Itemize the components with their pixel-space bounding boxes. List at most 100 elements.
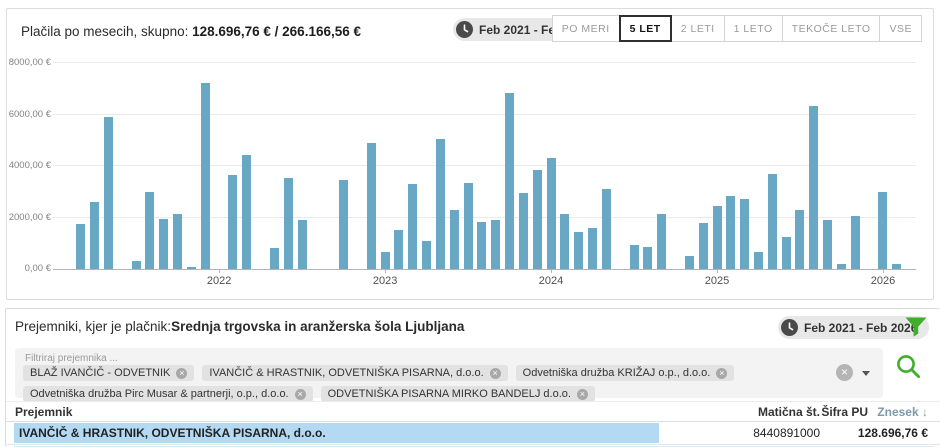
bar-chart-plot: 2022 2023 2024 2025 2026	[53, 62, 916, 287]
bar-2023-11[interactable]	[518, 193, 528, 269]
table-header: Prejemnik Matična št. Šifra PU Znesek ↓	[6, 401, 940, 422]
recipient-filter-input[interactable]: Filtriraj prejemnika ... BLAŽ IVANČIČ - …	[15, 348, 883, 402]
gridline	[53, 216, 916, 218]
bar-2021-07[interactable]	[131, 260, 141, 269]
bar-2023-03[interactable]	[408, 183, 418, 269]
date-range-label: Feb 2021 - Feb 2026	[804, 320, 918, 335]
filter-tag: Odvetniška družba Pirc Musar & partnerji…	[23, 386, 313, 402]
bar-2023-12[interactable]	[532, 169, 542, 269]
column-header-prejemnik[interactable]: Prejemnik	[15, 405, 73, 419]
bar-2025-10[interactable]	[836, 264, 846, 269]
x-axis-tick	[219, 269, 221, 273]
period-button-po-meri[interactable]: PO MERI	[551, 15, 620, 42]
bar-2025-05[interactable]	[767, 173, 777, 269]
bar-2021-10[interactable]	[173, 214, 183, 269]
period-button-group: PO MERI 5 LET 2 LETI 1 LETO TEKOČE LETO VSE	[551, 15, 922, 42]
gridline	[53, 113, 916, 115]
bar-2026-02[interactable]	[892, 264, 902, 269]
bar-2026-01[interactable]	[878, 191, 888, 269]
bar-2025-09[interactable]	[823, 220, 833, 269]
column-header-maticna-st[interactable]: Matična št.	[757, 405, 820, 419]
period-button-tekoče-leto[interactable]: TEKOČE LETO	[781, 15, 881, 42]
bar-2021-03[interactable]	[76, 223, 86, 269]
column-header-sifra-pu[interactable]: Šifra PU	[821, 405, 868, 419]
chart-title: Plačila po mesecih, skupno: 128.696,76 €…	[21, 24, 361, 39]
bar-2022-02[interactable]	[228, 174, 238, 269]
bar-2023-09[interactable]	[491, 220, 501, 269]
filter-tag-label: Odvetniška družba KRIŽAJ o.p., d.o.o.	[522, 367, 711, 379]
y-axis-label: 4000,00 €	[8, 160, 51, 171]
bar-2024-11[interactable]	[684, 256, 694, 269]
bar-2024-02[interactable]	[560, 214, 570, 269]
bar-2024-08[interactable]	[643, 247, 653, 269]
remove-tag-icon[interactable]: ×	[489, 367, 501, 379]
bar-2025-08[interactable]	[809, 105, 819, 269]
bar-2021-08[interactable]	[145, 191, 155, 269]
bar-2022-03[interactable]	[242, 154, 252, 269]
period-button-5-let[interactable]: 5 LET	[618, 15, 672, 42]
period-button-2-leti[interactable]: 2 LETI	[670, 15, 725, 42]
bar-2024-12[interactable]	[698, 223, 708, 269]
bar-2025-02[interactable]	[726, 196, 736, 269]
clock-icon	[456, 21, 473, 38]
filter-funnel-icon[interactable]	[905, 317, 927, 342]
y-axis-label: 2000,00 €	[8, 211, 51, 223]
column-header-znesek-sorted[interactable]: Znesek ↓	[877, 405, 928, 419]
remove-tag-icon[interactable]: ×	[576, 388, 588, 400]
bar-2023-07[interactable]	[463, 183, 473, 269]
bar-2023-08[interactable]	[477, 222, 487, 269]
filter-tag-label: IVANČIČ & HRASTNIK, ODVETNIŠKA PISARNA, …	[209, 367, 484, 379]
bar-2024-09[interactable]	[657, 214, 667, 269]
period-button-vse[interactable]: VSE	[879, 15, 922, 42]
bar-2021-12[interactable]	[200, 83, 210, 269]
bar-2025-01[interactable]	[712, 206, 722, 269]
bar-2022-06[interactable]	[283, 177, 293, 269]
bar-2024-01[interactable]	[546, 157, 556, 269]
cell-prejemnik: IVANČIČ & HRASTNIK, ODVETNIŠKA PISARNA, …	[19, 426, 326, 440]
table-row[interactable]: IVANČIČ & HRASTNIK, ODVETNIŠKA PISARNA, …	[6, 423, 940, 443]
bar-2022-07[interactable]	[297, 219, 307, 269]
bar-2023-06[interactable]	[449, 210, 459, 269]
clock-icon	[781, 319, 798, 336]
remove-tag-icon[interactable]: ×	[176, 367, 188, 379]
sort-desc-icon: ↓	[922, 405, 928, 419]
cell-maticna-st: 8440891000	[753, 426, 820, 440]
bar-2025-07[interactable]	[795, 209, 805, 269]
bar-2025-03[interactable]	[740, 198, 750, 269]
remove-tag-icon[interactable]: ×	[294, 388, 306, 400]
bar-2024-07[interactable]	[629, 245, 639, 269]
date-range-pill-recipients[interactable]: Feb 2021 - Feb 2026	[778, 316, 930, 339]
bar-2023-04[interactable]	[422, 240, 432, 269]
bar-2023-02[interactable]	[394, 229, 404, 269]
bar-2021-04[interactable]	[90, 202, 100, 269]
bar-2021-05[interactable]	[103, 117, 113, 269]
bar-2023-01[interactable]	[380, 252, 390, 269]
bar-2023-10[interactable]	[505, 92, 515, 269]
bar-2024-03[interactable]	[574, 231, 584, 269]
y-axis-label: 8000,00 €	[8, 57, 51, 68]
filter-tag-label: Odvetniška družba Pirc Musar & partnerji…	[30, 388, 289, 400]
bar-2024-04[interactable]	[588, 227, 598, 269]
filter-tag: IVANČIČ & HRASTNIK, ODVETNIŠKA PISARNA, …	[202, 365, 508, 381]
bar-2022-05[interactable]	[269, 248, 279, 269]
x-axis-label: 2023	[372, 275, 398, 287]
bar-2025-11[interactable]	[850, 215, 860, 269]
bar-2024-05[interactable]	[601, 189, 611, 269]
y-axis-label: 0,00 €	[24, 263, 51, 274]
y-axis: 0,00 € 2000,00 € 4000,00 € 6000,00 € 8000,00…	[9, 57, 51, 274]
filter-tag: Odvetniška družba KRIŽAJ o.p., d.o.o. ×	[515, 365, 735, 381]
x-axis-tick	[551, 269, 553, 273]
bar-2023-05[interactable]	[435, 138, 445, 269]
bar-2022-12[interactable]	[366, 143, 376, 269]
remove-tag-icon[interactable]: ×	[716, 367, 728, 379]
period-button-1-leto[interactable]: 1 LETO	[723, 15, 783, 42]
search-icon[interactable]	[895, 353, 922, 385]
bar-2025-04[interactable]	[754, 252, 763, 269]
chevron-down-icon[interactable]	[862, 371, 870, 376]
row-divider	[6, 444, 940, 445]
bar-2021-09[interactable]	[159, 219, 169, 269]
clear-filters-icon[interactable]: ×	[836, 364, 853, 381]
bar-2022-10[interactable]	[339, 179, 349, 269]
bar-2025-06[interactable]	[781, 237, 791, 269]
bar-2021-11[interactable]	[186, 266, 196, 269]
